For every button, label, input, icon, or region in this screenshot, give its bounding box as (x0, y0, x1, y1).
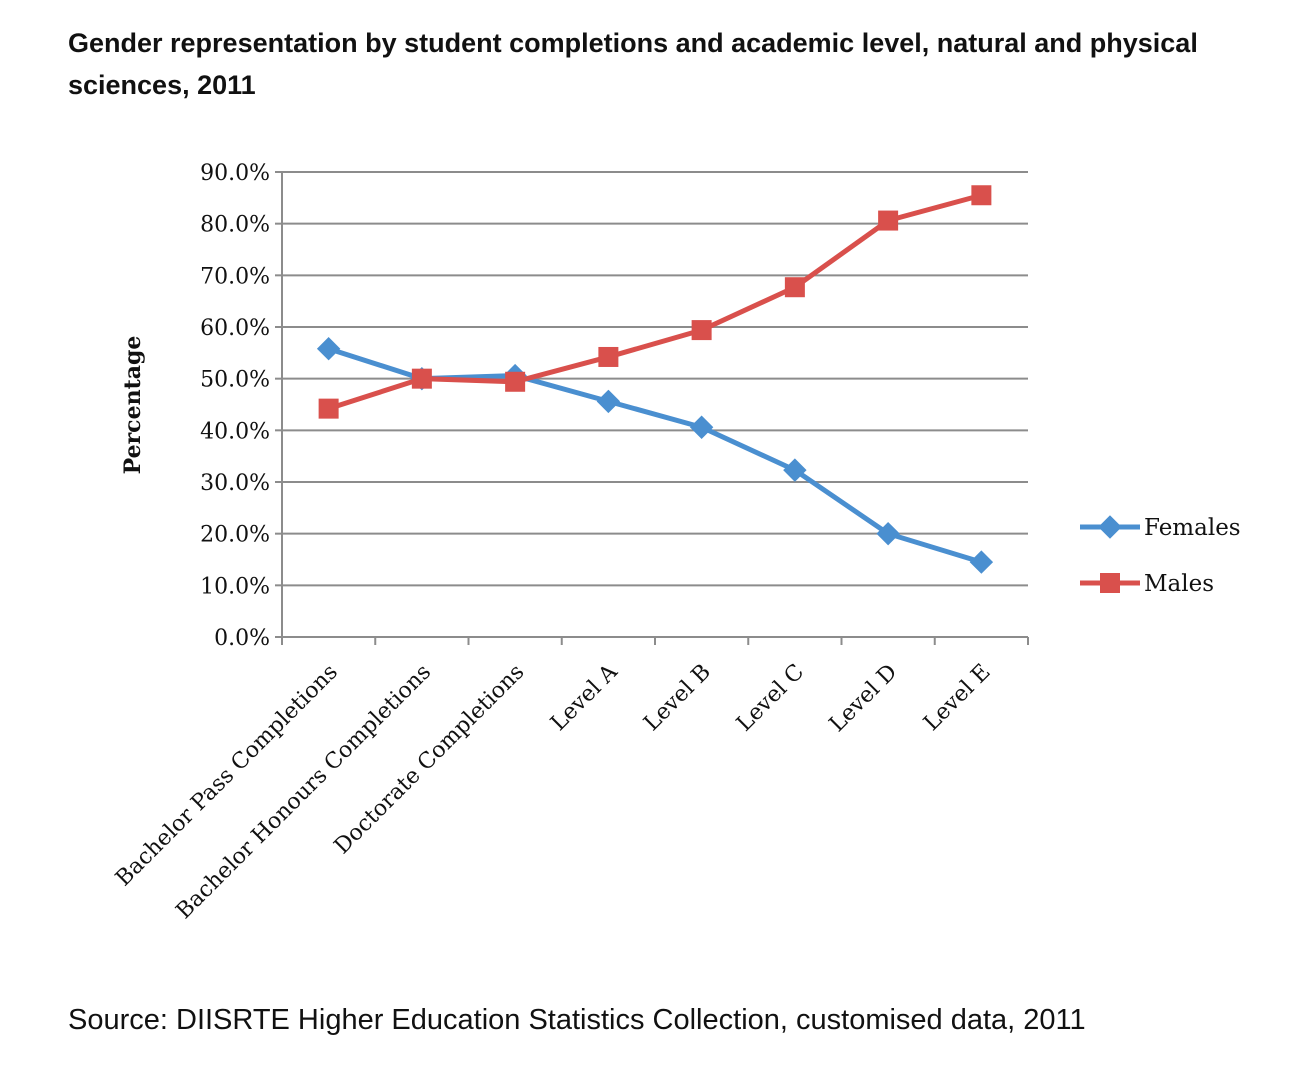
series-layer (316, 185, 994, 574)
y-tick-label: 20.0% (200, 523, 270, 548)
y-tick-label: 70.0% (200, 264, 270, 289)
males-line (327, 192, 983, 412)
legend-label: Males (1144, 571, 1214, 597)
axes (275, 171, 1029, 645)
x-tick-label: Doctorate Completions (330, 660, 530, 860)
legend-label: Females (1144, 515, 1241, 541)
y-tick-label: 80.0% (200, 213, 270, 238)
x-tick-label: Level D (825, 660, 903, 738)
legend-item-males: Males (1080, 571, 1214, 597)
y-tick-label: 30.0% (200, 471, 270, 496)
x-tick-label: Level E (919, 660, 995, 736)
males-point (971, 185, 992, 206)
males-point (411, 368, 432, 389)
females-point (316, 336, 341, 361)
line-chart: 0.0% 10.0% 20.0% 30.0% 40.0% 50.0% 60.0% 70.0% 8… (111, 161, 1241, 924)
y-tick-label: 40.0% (200, 419, 270, 444)
males-point (318, 398, 339, 419)
males-point (598, 346, 619, 367)
legend-swatch-marker (1098, 515, 1122, 539)
x-tick-label: Level B (639, 660, 716, 737)
males-point (691, 320, 712, 341)
gridlines (282, 171, 1028, 587)
legend: Females Males (1080, 515, 1241, 597)
females-point (596, 389, 621, 414)
males-point (505, 371, 526, 392)
males-point (878, 210, 899, 231)
source-note: Source: DIISRTE Higher Education Statist… (68, 1004, 1086, 1036)
y-axis-title: Percentage (120, 336, 146, 475)
legend-swatch-marker (1100, 573, 1120, 593)
y-tick-label: 90.0% (200, 161, 270, 186)
series-males (318, 185, 992, 419)
females-point (876, 521, 900, 546)
y-tick-labels: 0.0% 10.0% 20.0% 30.0% 40.0% 50.0% 60.0% 70.0% 8… (200, 161, 270, 651)
chart-title: Gender representation by student complet… (68, 28, 1198, 100)
females-point (783, 458, 807, 482)
females-point (969, 550, 994, 574)
x-tick-label: Level A (546, 659, 623, 736)
y-tick-label: 10.0% (200, 574, 270, 599)
y-tick-label: 50.0% (200, 368, 270, 393)
males-point (784, 277, 805, 298)
legend-item-females: Females (1080, 515, 1241, 541)
y-tick-label: 60.0% (200, 316, 270, 341)
females-point (689, 415, 714, 439)
x-tick-label: Level C (732, 660, 809, 737)
y-tick-label: 0.0% (214, 626, 270, 651)
